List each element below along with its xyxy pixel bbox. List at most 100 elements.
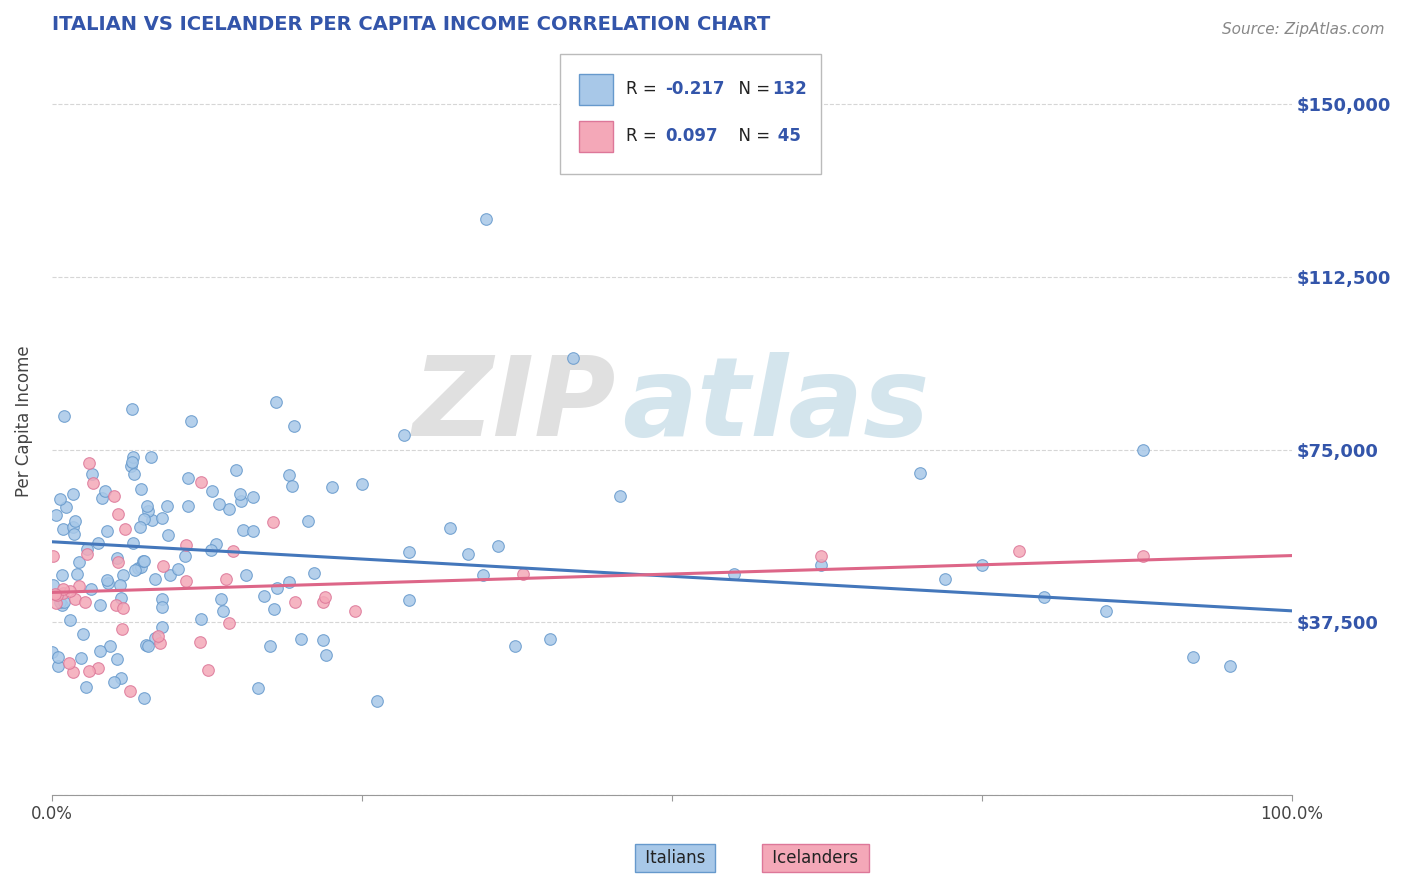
Point	[149, 636, 172, 650]
Point	[135, 639, 157, 653]
Point	[229, 494, 252, 508]
Point	[65, 592, 87, 607]
Point	[46, 649, 69, 664]
Point	[266, 581, 288, 595]
Point	[135, 499, 157, 513]
Point	[42, 578, 65, 592]
Point	[107, 555, 129, 569]
Point	[134, 511, 156, 525]
Point	[174, 538, 197, 552]
Point	[280, 479, 302, 493]
Point	[177, 471, 200, 485]
Point	[970, 558, 993, 572]
Point	[283, 419, 305, 434]
Text: 0.097: 0.097	[665, 128, 718, 145]
Point	[218, 615, 240, 630]
Point	[108, 577, 131, 591]
Text: -0.217: -0.217	[665, 80, 725, 98]
Point	[321, 479, 343, 493]
Point	[350, 477, 373, 491]
Point	[76, 547, 98, 561]
Point	[132, 691, 155, 706]
Point	[174, 574, 197, 589]
Point	[609, 489, 631, 503]
Point	[150, 620, 173, 634]
FancyBboxPatch shape	[560, 54, 821, 174]
Text: atlas: atlas	[623, 352, 929, 459]
Point	[486, 539, 509, 553]
Point	[65, 514, 87, 528]
Point	[87, 661, 110, 675]
Point	[51, 568, 73, 582]
Point	[225, 463, 247, 477]
Point	[150, 510, 173, 524]
Point	[127, 561, 149, 575]
Point	[143, 572, 166, 586]
Point	[62, 487, 84, 501]
Point	[1132, 549, 1154, 563]
Point	[222, 544, 245, 558]
Point	[235, 567, 257, 582]
FancyBboxPatch shape	[579, 120, 613, 153]
Point	[59, 613, 82, 627]
FancyBboxPatch shape	[579, 74, 613, 105]
Point	[62, 520, 84, 534]
Point	[439, 521, 461, 535]
Point	[934, 572, 956, 586]
Point	[1032, 590, 1054, 604]
Point	[87, 535, 110, 549]
Point	[131, 560, 153, 574]
Point	[112, 567, 135, 582]
Point	[110, 591, 132, 605]
Point	[62, 665, 84, 679]
Text: 45: 45	[772, 128, 801, 145]
Point	[107, 551, 129, 566]
Point	[120, 458, 142, 473]
Point	[52, 409, 75, 423]
Point	[561, 351, 583, 365]
Point	[134, 554, 156, 568]
Point	[474, 212, 496, 227]
Point	[77, 457, 100, 471]
Point	[139, 450, 162, 465]
Point	[136, 503, 159, 517]
Point	[129, 482, 152, 496]
Point	[112, 601, 135, 615]
Point	[49, 491, 72, 506]
Point	[67, 579, 90, 593]
Point	[70, 651, 93, 665]
Point	[540, 632, 562, 646]
Point	[146, 629, 169, 643]
Point	[156, 528, 179, 542]
Point	[143, 632, 166, 646]
Point	[253, 589, 276, 603]
Point	[107, 507, 129, 521]
Point	[121, 402, 143, 417]
Point	[723, 566, 745, 581]
Point	[457, 547, 479, 561]
Point	[908, 466, 931, 480]
Point	[472, 568, 495, 582]
Point	[264, 395, 287, 409]
Point	[65, 566, 87, 581]
Point	[98, 639, 121, 653]
Point	[242, 490, 264, 504]
Point	[156, 500, 179, 514]
Point	[124, 563, 146, 577]
Point	[53, 594, 76, 608]
Point	[49, 595, 72, 609]
Point	[94, 483, 117, 498]
Point	[512, 566, 534, 581]
Point	[80, 582, 103, 597]
Point	[55, 500, 77, 515]
Y-axis label: Per Capita Income: Per Capita Income	[15, 345, 32, 497]
Point	[211, 604, 233, 618]
Point	[398, 593, 420, 607]
Point	[59, 584, 82, 599]
Point	[52, 522, 75, 536]
Point	[52, 585, 75, 599]
Point	[96, 524, 118, 538]
Point	[810, 558, 832, 572]
Point	[110, 622, 132, 636]
Point	[208, 497, 231, 511]
